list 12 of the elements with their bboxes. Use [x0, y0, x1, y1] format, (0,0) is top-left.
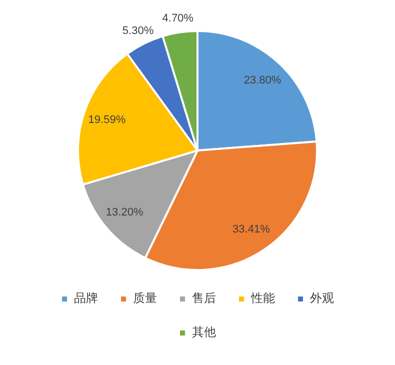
legend-label: 其他: [192, 325, 216, 340]
data-label: 23.80%: [244, 74, 282, 86]
data-label: 4.70%: [162, 12, 194, 24]
legend-label: 品牌: [74, 291, 98, 306]
data-label: 13.20%: [106, 206, 144, 218]
legend-label: 质量: [133, 291, 157, 306]
data-label: 33.41%: [232, 224, 270, 236]
legend-label: 外观: [310, 291, 334, 306]
legend-label: 性能: [250, 291, 275, 306]
data-label: 5.30%: [122, 25, 154, 38]
data-label: 19.59%: [88, 114, 126, 126]
legend-label: 售后: [192, 291, 216, 306]
